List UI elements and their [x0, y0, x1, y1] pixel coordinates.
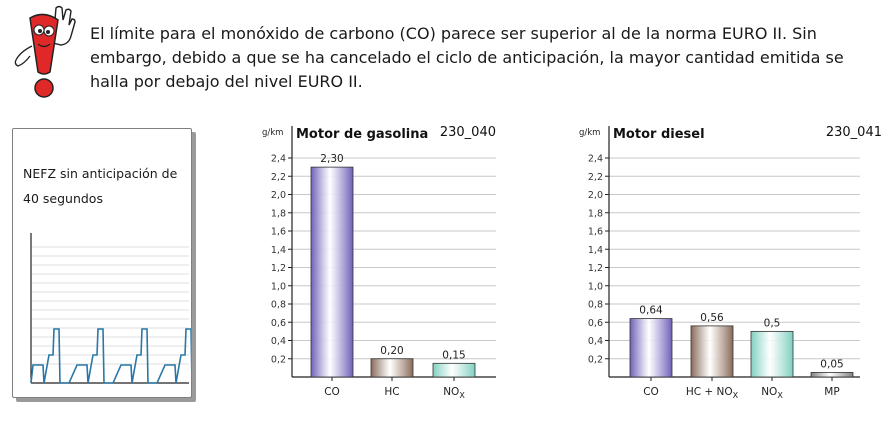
figure-code: 230_040	[440, 125, 496, 140]
category-label: NOX	[443, 386, 465, 400]
chart-diesel: g/km Motor diesel 230_041 0,2 0,4 0,6 0,8 1,0 1,…	[579, 125, 882, 400]
chart-title: Motor de gasolina	[296, 127, 428, 142]
bar-value-label: 0,05	[820, 358, 843, 370]
intro-paragraph: El límite para el monóxido de carbono (C…	[90, 24, 844, 91]
glove-icon	[52, 5, 76, 46]
y-tick-label: 1,4	[588, 245, 603, 256]
y-tick-label: 1,0	[588, 281, 603, 292]
y-tick-label: 2,2	[271, 172, 286, 183]
category-label: CO	[643, 386, 659, 398]
bar-value-label: 0,64	[639, 305, 663, 317]
y-axis-unit: g/km	[262, 128, 283, 138]
chart-gasoline: g/km Motor de gasolina 230_040 0,2 0,4 0,6 0,8…	[262, 125, 496, 400]
y-axis-unit: g/km	[579, 128, 600, 138]
figure-code: 230_041	[826, 125, 882, 140]
y-tick-label: 1,8	[271, 208, 286, 219]
y-tick-label: 1,8	[588, 208, 603, 219]
y-tick-label: 1,0	[271, 281, 286, 292]
y-tick-label: 1,6	[271, 227, 286, 238]
exclamation-body-icon	[29, 13, 59, 75]
y-tick-label: 0,8	[271, 300, 286, 311]
y-tick-label: 1,2	[271, 263, 286, 274]
bar-value-label: 2,30	[320, 153, 343, 165]
y-tick-label: 2,0	[588, 190, 603, 201]
y-tick-label: 2,4	[271, 154, 286, 165]
y-tick-label: 0,4	[271, 336, 286, 347]
category-label: CO	[324, 386, 340, 398]
bar-value-label: 0,56	[700, 312, 724, 324]
y-tick-label: 2,4	[588, 154, 603, 165]
y-tick-label: 2,0	[271, 190, 286, 201]
bar-2	[750, 330, 794, 378]
bar-value-label: 0,5	[764, 317, 781, 329]
bar-3	[810, 372, 854, 378]
bar-1	[370, 358, 414, 378]
bar-0	[310, 166, 354, 378]
y-tick-label: 0,2	[271, 354, 286, 365]
category-label: HC + NOX	[686, 386, 739, 400]
y-tick-label: 0,6	[271, 318, 286, 329]
nefz-cycle-trace	[30, 233, 191, 384]
category-label: NOX	[761, 386, 783, 400]
y-tick-label: 2,2	[588, 172, 603, 183]
bar-1	[690, 325, 734, 378]
bar-value-label: 0,20	[380, 345, 403, 357]
bar-2	[432, 362, 476, 378]
nefz-label: NEFZ sin anticipación de 40 segundos	[23, 166, 178, 206]
y-tick-label: 0,4	[588, 336, 603, 347]
category-label: MP	[824, 386, 839, 398]
nefz-trace-line	[30, 328, 191, 384]
y-tick-label: 1,4	[271, 245, 286, 256]
y-tick-label: 1,6	[588, 227, 603, 238]
bar-0	[629, 318, 673, 378]
exclamation-dot-icon	[34, 78, 54, 98]
nefz-panel: NEFZ sin anticipación de 40 segundos	[12, 128, 192, 398]
y-tick-label: 1,2	[588, 263, 603, 274]
y-tick-label: 0,2	[588, 354, 603, 365]
y-tick-label: 0,6	[588, 318, 603, 329]
chart-title: Motor diesel	[613, 127, 705, 142]
bar-value-label: 0,15	[442, 349, 465, 361]
warning-mascot-icon	[14, 5, 76, 98]
category-label: HC	[384, 386, 399, 398]
y-tick-label: 0,8	[588, 300, 603, 311]
